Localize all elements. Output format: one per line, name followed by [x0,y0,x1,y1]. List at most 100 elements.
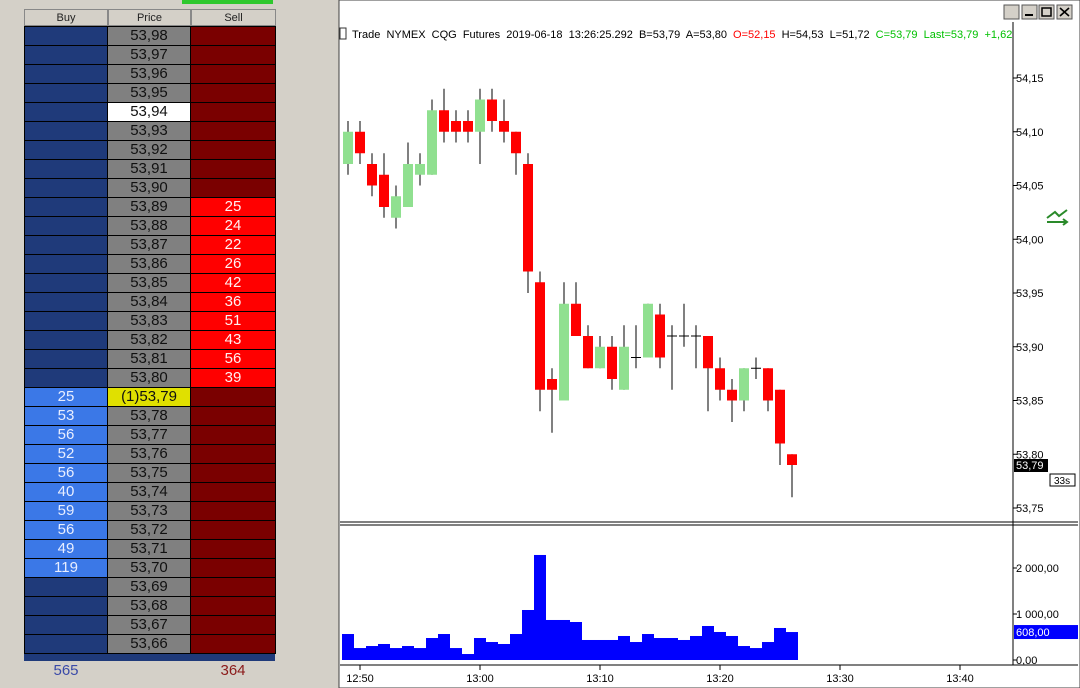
candle-body [619,346,629,390]
volume-bar [618,635,630,660]
x-tick-label: 12:50 [346,673,374,685]
price-cell[interactable]: 53,87 [107,235,191,255]
volume-bar [558,619,570,660]
volume-tick-label: 1 000,00 [1016,609,1059,621]
candle-body [787,454,797,465]
price-cell[interactable]: 53,76 [107,444,191,464]
price-cell[interactable]: 53,98 [107,26,191,46]
candle-body [727,389,737,401]
header-price[interactable]: Price [108,9,191,26]
price-cell[interactable]: 53,74 [107,482,191,502]
candle-body [379,174,389,207]
price-cell[interactable]: 53,84 [107,292,191,312]
price-cell[interactable]: 53,69 [107,577,191,597]
buy-cell[interactable]: 56 [24,463,108,483]
volume-bar [642,634,654,660]
total-buy: 565 [53,662,79,679]
header-buy[interactable]: Buy [24,9,108,26]
volume-bar [714,631,726,660]
last-price-label: 53,79 [1016,460,1044,472]
price-cell[interactable]: 53,66 [107,634,191,654]
candle-body [535,282,545,390]
volume-bar [354,648,366,660]
header-sell[interactable]: Sell [191,9,276,26]
sell-cell[interactable]: 22 [190,235,276,255]
candle-body [643,303,653,358]
volume-bar [486,642,498,660]
volume-bar [594,639,606,660]
volume-bar [678,639,690,660]
maximize-glyph [1041,7,1052,17]
sell-cell[interactable] [190,634,276,654]
y-tick-label: 53,85 [1016,396,1044,408]
y-tick-label: 54,15 [1016,73,1044,85]
info-toggle[interactable] [339,27,347,40]
candle-body [391,196,401,218]
y-tick-label: 54,00 [1016,234,1044,246]
candle-body [703,336,713,369]
trade-icon[interactable] [1046,209,1069,226]
info-item: O=52,15 [733,29,776,41]
volume-bar [498,643,510,660]
buy-cell[interactable]: 53 [24,406,108,426]
candle-body [439,110,449,132]
price-cell[interactable]: (1)53,79 [107,387,191,407]
volume-bar [402,646,414,660]
volume-bar [750,648,762,660]
volume-bar [630,642,642,660]
restore-button[interactable] [1003,4,1020,20]
volume-bar [474,638,486,660]
volume-bar [774,627,786,660]
price-cell[interactable]: 53,88 [107,216,191,236]
info-item: C=53,79 Last=53,79 +1,62 [876,29,1013,41]
price-cell[interactable]: 53,91 [107,159,191,179]
volume-bar [390,648,402,660]
price-cell[interactable]: 53,97 [107,45,191,65]
volume-bar [378,643,390,660]
close-glyph [1059,7,1070,17]
price-cell[interactable]: 53,81 [107,349,191,369]
candle-body [607,346,617,379]
y-tick-label: 54,10 [1016,127,1044,139]
volume-bar [606,639,618,660]
info-item: H=54,53 L=51,72 [782,29,870,41]
candle-body [547,379,557,390]
volume-bar [342,634,354,660]
candle-body [595,346,605,369]
title-bar [340,1,1079,21]
volume-bar [702,626,714,660]
candle-body [427,110,437,175]
x-tick-label: 13:00 [466,673,494,685]
last-volume-label: 608,00 [1016,627,1050,639]
candle-body [403,164,413,207]
price-cell[interactable]: 53,75 [107,463,191,483]
volume-bar [414,648,426,660]
candle-body [451,121,461,132]
candle-body [415,164,425,175]
candle-body [559,303,569,401]
price-cell[interactable]: 53,80 [107,368,191,388]
candle-body [511,131,521,154]
price-cell[interactable]: 53,83 [107,311,191,331]
y-tick-label: 53,75 [1016,503,1044,515]
candle-body [715,368,725,390]
volume-bar [438,634,450,660]
countdown-box [1049,473,1076,487]
total-sell: 364 [220,662,246,679]
window-buttons [1003,4,1073,20]
volume-bar [654,638,666,660]
minimize-button[interactable] [1021,4,1038,20]
candle-body [739,368,749,401]
candle-body [583,336,593,369]
volume-bar [510,634,522,660]
volume-bar [762,642,774,660]
price-cell[interactable]: 53,95 [107,83,191,103]
y-tick-label: 53,90 [1016,342,1044,354]
buy-cell[interactable]: 59 [24,501,108,521]
info-line: Trade NYMEX CQG Futures 2019-06-18 13:26… [352,29,1012,41]
candle-body [367,164,377,186]
price-cell[interactable]: 53,72 [107,520,191,540]
volume-bar [738,646,750,660]
price-cell[interactable]: 53,86 [107,254,191,274]
